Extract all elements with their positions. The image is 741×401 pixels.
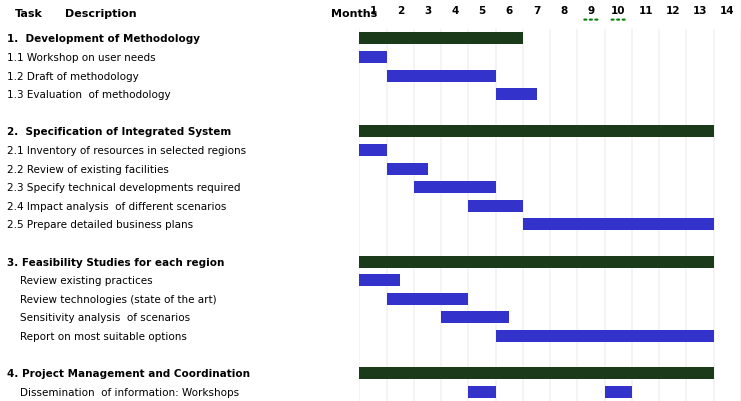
- Text: Description: Description: [64, 9, 136, 19]
- Bar: [414, 182, 496, 194]
- Text: 14: 14: [720, 6, 734, 16]
- Text: Months: Months: [330, 9, 377, 19]
- Text: 11: 11: [638, 6, 653, 16]
- Text: 8: 8: [560, 6, 568, 16]
- Text: Task: Task: [14, 9, 42, 19]
- Text: 2.4 Impact analysis  of different scenarios: 2.4 Impact analysis of different scenari…: [7, 201, 227, 211]
- Text: 2.  Specification of Integrated System: 2. Specification of Integrated System: [7, 127, 231, 137]
- Bar: [359, 126, 714, 138]
- Text: 2.2 Review of existing facilities: 2.2 Review of existing facilities: [7, 164, 169, 174]
- Text: 2.1 Inventory of resources in selected regions: 2.1 Inventory of resources in selected r…: [7, 146, 246, 156]
- Text: 2: 2: [396, 6, 404, 16]
- Bar: [387, 71, 496, 83]
- Bar: [496, 89, 536, 101]
- Text: 3: 3: [424, 6, 431, 16]
- Text: 4. Project Management and Coordination: 4. Project Management and Coordination: [7, 368, 250, 378]
- Text: 1: 1: [370, 6, 376, 16]
- Text: 9: 9: [588, 6, 594, 16]
- Bar: [605, 386, 632, 398]
- Text: 1.3 Evaluation  of methodology: 1.3 Evaluation of methodology: [7, 90, 171, 100]
- Bar: [523, 219, 714, 231]
- Text: 2.3 Specify technical developments required: 2.3 Specify technical developments requi…: [7, 183, 241, 193]
- Bar: [359, 52, 387, 64]
- Bar: [387, 163, 428, 175]
- Text: Dissemination  of information: Workshops: Dissemination of information: Workshops: [7, 387, 239, 397]
- Text: 2.5 Prepare detailed business plans: 2.5 Prepare detailed business plans: [7, 220, 193, 230]
- Bar: [359, 256, 714, 268]
- Bar: [359, 145, 387, 157]
- Text: 12: 12: [665, 6, 680, 16]
- Text: Sensitivity analysis  of scenarios: Sensitivity analysis of scenarios: [7, 312, 190, 322]
- Bar: [468, 386, 496, 398]
- Text: 3. Feasibility Studies for each region: 3. Feasibility Studies for each region: [7, 257, 225, 267]
- Text: 1.1 Workshop on user needs: 1.1 Workshop on user needs: [7, 53, 156, 63]
- Bar: [359, 274, 400, 286]
- Text: 5: 5: [479, 6, 485, 16]
- Bar: [359, 367, 714, 379]
- Bar: [359, 33, 523, 45]
- Bar: [496, 330, 714, 342]
- Bar: [468, 200, 523, 212]
- Text: Review technologies (state of the art): Review technologies (state of the art): [7, 294, 217, 304]
- Text: 1.2 Draft of methodology: 1.2 Draft of methodology: [7, 71, 139, 81]
- Text: 10: 10: [611, 6, 625, 16]
- Text: 7: 7: [533, 6, 540, 16]
- Bar: [387, 293, 468, 305]
- Text: Report on most suitable options: Report on most suitable options: [7, 331, 187, 341]
- Bar: [441, 312, 509, 324]
- Text: 6: 6: [505, 6, 513, 16]
- Text: Review existing practices: Review existing practices: [7, 275, 153, 286]
- Text: 4: 4: [451, 6, 459, 16]
- Text: 1.  Development of Methodology: 1. Development of Methodology: [7, 34, 200, 45]
- Text: 13: 13: [693, 6, 708, 16]
